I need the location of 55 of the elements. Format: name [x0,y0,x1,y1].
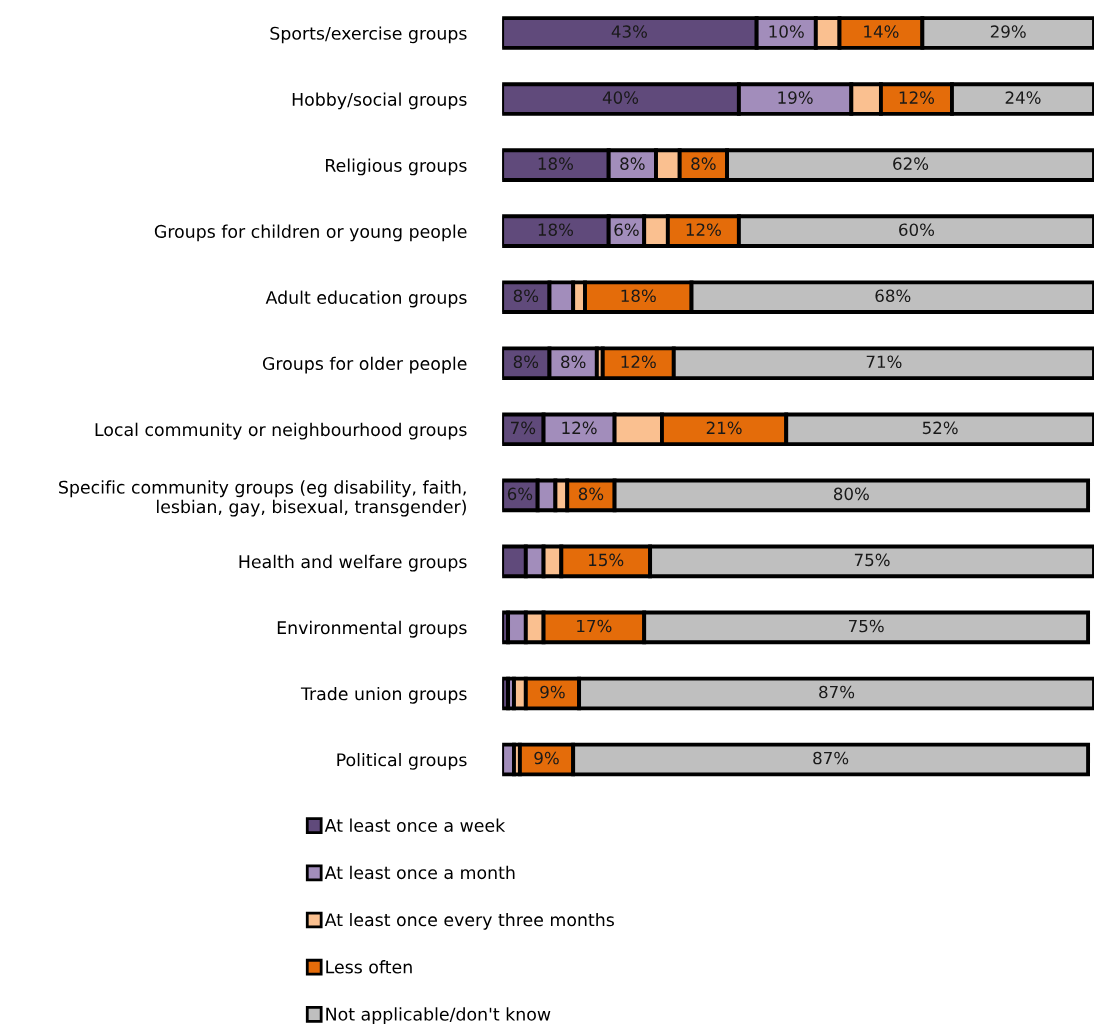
data-label: 24% [1005,91,1041,104]
data-label: 18% [621,289,656,303]
data-label: 71% [866,355,902,369]
data-label: 8% [513,289,539,303]
data-label: 43% [611,25,647,38]
y-tick-label: Groups for children or young people [154,224,467,242]
legend-label: Not applicable/don't know [326,1007,551,1025]
data-label: 12% [562,421,597,435]
y-tick-label: Political groups [337,752,467,770]
data-label: 60% [899,223,935,236]
data-label: 8% [691,157,716,170]
y-tick-label: Sports/exercise groups [270,26,467,44]
y-tick-label: Environmental groups [277,620,467,638]
data-label: 8% [578,487,604,501]
data-label: 40% [602,91,639,104]
data-label: 12% [621,355,656,369]
data-label: 7% [511,421,536,435]
data-label: 6% [614,223,639,236]
data-label: 15% [589,553,624,567]
y-tick-label: Health and welfare groups [239,554,467,572]
data-label: 8% [561,355,586,369]
data-label: 8% [620,157,645,170]
y-tick-label: Local community or neighbourhood groups [95,422,467,440]
y-tick-label: Religious groups [326,158,467,176]
data-label: 17% [577,619,612,633]
data-label: 87% [819,685,855,699]
legend-label: Less often [326,960,412,974]
data-label: 21% [706,421,742,435]
data-label: 87% [813,751,849,765]
data-label: 8% [513,355,539,369]
data-label: 9% [540,685,565,699]
y-tick-label: Groups for older people [262,356,467,374]
data-label: 10% [769,25,804,38]
data-label: 52% [922,421,958,435]
data-label: 80% [833,487,869,501]
data-label: 9% [534,751,559,765]
y-tick-label: Specific community groups (eg disability, faith, lesbian, gay, bisexual, transgender) [59,480,466,517]
legend-label: At least once a week [324,818,506,832]
data-label: 6% [507,487,533,501]
data-label: 19% [778,91,813,104]
data-label: 14% [864,25,899,38]
legend-label: At least once every three months [324,912,614,930]
data-label: 62% [893,157,929,170]
data-label: 68% [875,289,911,303]
y-tick-label: Hobby/social groups [292,92,467,110]
data-label: 18% [538,157,574,170]
y-tick-label: Trade union groups [300,686,467,704]
data-label: 75% [854,553,890,567]
data-label: 12% [899,91,935,104]
data-label: 18% [538,223,574,236]
data-label: 29% [990,25,1026,38]
data-label: 12% [686,223,721,236]
y-tick-label: Adult education groups [265,290,467,308]
data-label: 75% [848,619,884,633]
legend-label: At least once a month [324,865,515,880]
